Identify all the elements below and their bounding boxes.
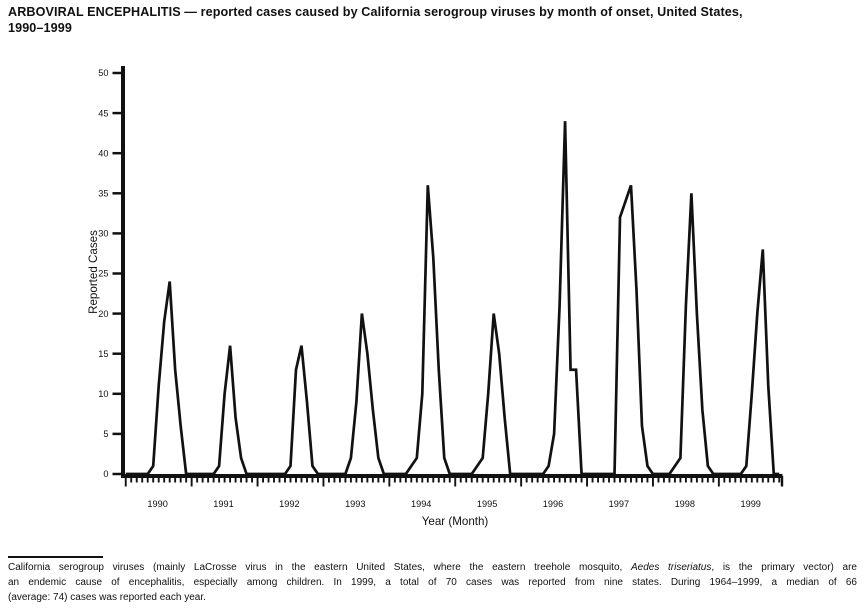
x-axis-title: Year (Month) xyxy=(422,515,489,528)
footnote-rule xyxy=(8,556,103,559)
footnote-text: California serogroup viruses (mainly LaC… xyxy=(8,561,857,605)
y-axis-title: Reported Cases xyxy=(87,230,100,314)
x-year-label: 1996 xyxy=(543,499,563,509)
x-year-labels: 1990 1991 1992 1993 1994 1995 1996 1997 1998 1999 xyxy=(147,499,761,509)
figure-title-line2: 1990–1999 xyxy=(8,20,72,35)
y-tick-label: 5 xyxy=(103,429,108,439)
y-tick-label: 35 xyxy=(98,189,108,199)
footnote-line2: an endemic cause of encephalitis, especi… xyxy=(8,576,857,588)
x-year-label: 1999 xyxy=(740,499,760,509)
y-tick-label: 45 xyxy=(98,108,108,118)
footnote-line3: (average: 74) cases was reported each ye… xyxy=(8,591,206,603)
y-tick-label: 10 xyxy=(98,389,108,399)
y-tick-label: 0 xyxy=(103,469,108,479)
footnote-line1: California serogroup viruses (mainly LaC… xyxy=(8,562,857,574)
x-year-label: 1997 xyxy=(609,499,629,509)
x-year-label: 1994 xyxy=(411,499,431,509)
x-year-label: 1990 xyxy=(147,499,167,509)
y-tick-labels: 0 5 10 15 20 25 30 35 40 45 50 xyxy=(98,68,108,479)
x-year-label: 1998 xyxy=(675,499,695,509)
y-tick-label: 40 xyxy=(98,148,108,158)
figure-title-line1: ARBOVIRAL ENCEPHALITIS — reported cases … xyxy=(8,5,743,19)
figure-title: ARBOVIRAL ENCEPHALITIS — reported cases … xyxy=(8,5,860,37)
y-tick-label: 15 xyxy=(98,349,108,359)
x-ticks xyxy=(124,476,784,487)
y-tick-label: 50 xyxy=(98,68,108,78)
x-year-label: 1995 xyxy=(477,499,497,509)
reported-cases-line xyxy=(125,121,780,476)
species-name-italic: Aedes triseriatus xyxy=(630,562,712,574)
y-ticks xyxy=(112,71,122,476)
x-year-label: 1993 xyxy=(345,499,365,509)
y-tick-label: 25 xyxy=(98,269,108,279)
footnote: California serogroup viruses (mainly LaC… xyxy=(8,556,857,605)
y-tick-label: 30 xyxy=(98,229,108,239)
x-year-label: 1991 xyxy=(213,499,233,509)
axes xyxy=(121,66,783,478)
x-year-label: 1992 xyxy=(279,499,299,509)
y-tick-label: 20 xyxy=(98,309,108,319)
